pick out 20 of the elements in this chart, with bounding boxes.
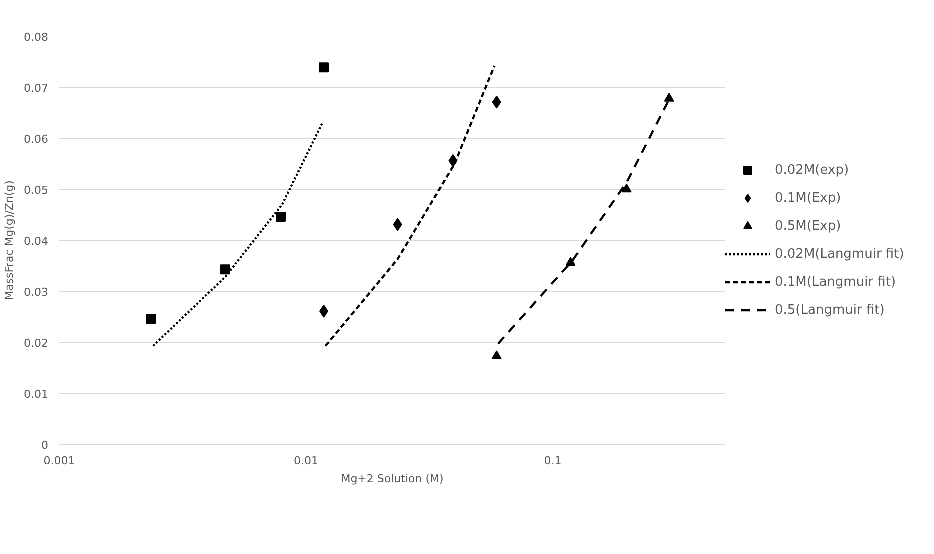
legend-label: 0.5(Langmuir fit) (775, 302, 885, 318)
legend-label: 0.02M(Langmuir fit) (775, 246, 904, 262)
y-tick-label: 0.08 (24, 31, 49, 44)
y-tick-label: 0.06 (24, 133, 49, 146)
x-axis-title: Mg+2 Solution (M) (341, 472, 444, 486)
y-tick-label: 0.05 (24, 184, 49, 197)
legend-label: 0.02M(exp) (775, 162, 850, 178)
x-tick-label: 0.01 (294, 454, 319, 468)
x-tick-label: 0.001 (44, 454, 76, 468)
y-axis-title: MassFrac Mg(g)/Zn(g) (3, 180, 16, 300)
y-tick-label: 0.07 (24, 82, 49, 95)
y-tick-label: 0.04 (24, 235, 49, 248)
legend-label: 0.1M(Exp) (775, 190, 842, 206)
y-tick-label: 0.03 (24, 286, 49, 299)
x-tick-label: 0.1 (544, 454, 562, 468)
y-tick-label: 0 (42, 439, 48, 452)
y-tick-label: 0.02 (24, 337, 49, 350)
legend-label: 0.5M(Exp) (775, 218, 842, 234)
legend-label: 0.1M(Langmuir fit) (775, 274, 896, 290)
y-tick-label: 0.01 (24, 388, 49, 401)
